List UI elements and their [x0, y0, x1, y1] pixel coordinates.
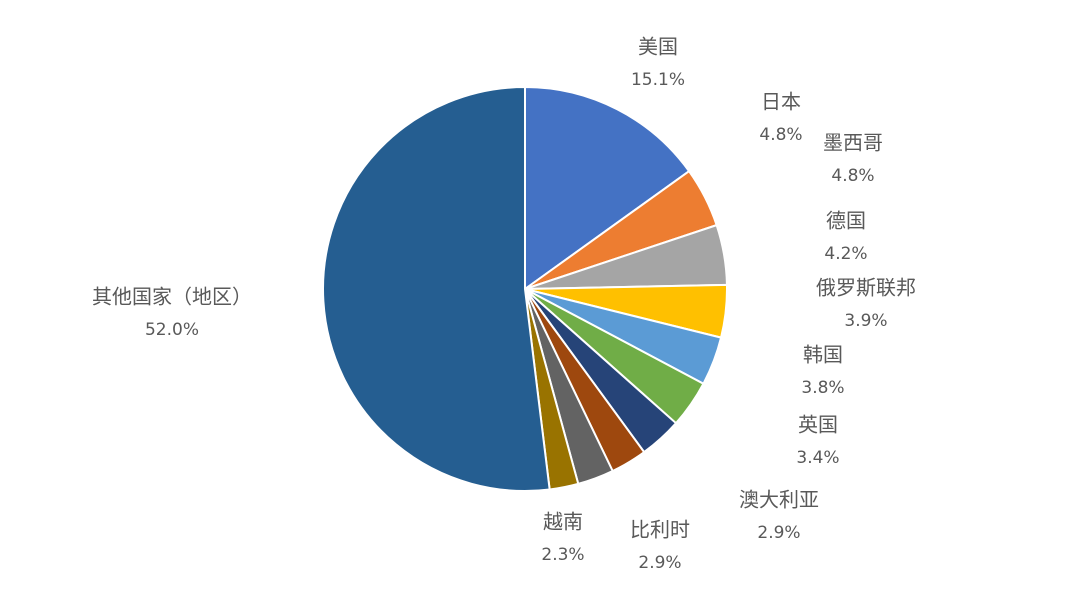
- slice-value-label: 2.3%: [541, 545, 584, 565]
- slice-name-label: 越南: [543, 510, 583, 534]
- slice-name-label: 韩国: [803, 343, 843, 367]
- slice-1: [524, 86, 691, 290]
- slice-label-6: 韩国 3.8%: [801, 343, 844, 399]
- slice-label-11: 其他国家（地区） 52.0%: [92, 285, 252, 341]
- slice-label-10: 越南 2.3%: [541, 510, 584, 566]
- slice-name-label: 其他国家（地区）: [92, 285, 252, 309]
- slice-value-label: 2.9%: [757, 523, 800, 543]
- slice-value-label: 4.2%: [824, 244, 867, 264]
- slice-value-label: 3.4%: [796, 448, 839, 468]
- slice-11: [322, 86, 551, 492]
- slice-name-label: 比利时: [630, 518, 690, 542]
- slice-value-label: 3.9%: [844, 311, 887, 331]
- slice-name-label: 日本: [761, 90, 801, 114]
- slice-name-label: 俄罗斯联邦: [816, 276, 916, 300]
- slice-name-label: 英国: [798, 413, 838, 437]
- slice-value-label: 2.9%: [638, 553, 681, 573]
- slice-label-1: 美国 15.1%: [631, 35, 685, 91]
- slice-value-label: 3.8%: [801, 378, 844, 398]
- slice-label-8: 澳大利亚 2.9%: [739, 488, 819, 544]
- slice-label-9: 比利时 2.9%: [630, 518, 690, 574]
- slice-label-4: 德国 4.2%: [824, 209, 867, 265]
- slice-name-label: 墨西哥: [823, 131, 883, 155]
- slice-label-2: 日本 4.8%: [759, 90, 802, 146]
- slice-label-7: 英国 3.4%: [796, 413, 839, 469]
- slice-value-label: 15.1%: [631, 70, 685, 90]
- slice-name-label: 澳大利亚: [739, 488, 819, 512]
- slice-value-label: 52.0%: [145, 320, 199, 340]
- slice-label-3: 墨西哥 4.8%: [823, 131, 883, 187]
- pie-slices: [322, 86, 728, 492]
- slice-value-label: 4.8%: [831, 166, 874, 186]
- slice-name-label: 德国: [826, 209, 866, 233]
- slice-label-5: 俄罗斯联邦 3.9%: [816, 276, 916, 332]
- pie-labels: 美国 15.1% 日本 4.8% 墨西哥 4.8% 德国 4.2% 俄罗斯联邦 3.9%韩国 3.8…: [92, 35, 916, 574]
- slice-value-label: 4.8%: [759, 125, 802, 145]
- slice-name-label: 美国: [638, 35, 678, 59]
